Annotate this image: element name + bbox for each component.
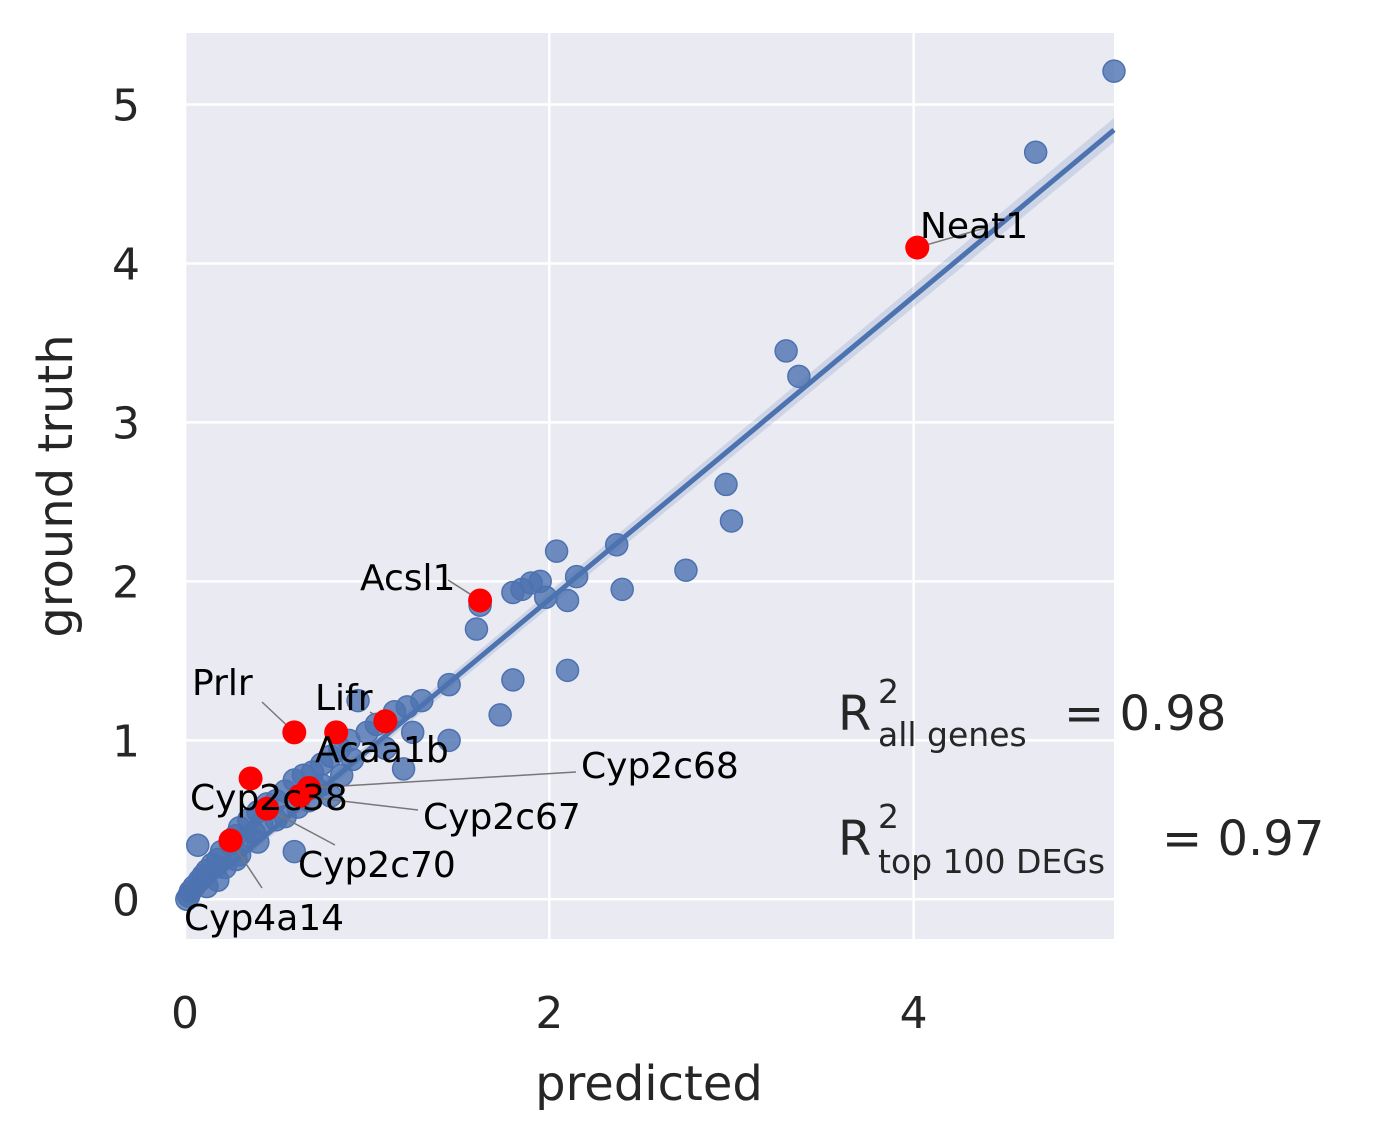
data-point [186,833,210,857]
data-point [501,668,525,692]
r2-all-subscript: all genes [878,715,1027,754]
data-point [391,757,416,781]
data-point [533,585,558,610]
gene-label: Acsl1 [360,558,455,599]
r2-top-superscript: 2 [878,797,899,836]
data-point [555,658,580,683]
x-axis-label: predicted [535,1056,763,1112]
highlight-point [905,235,930,260]
leader-line [299,795,419,811]
y-tick-label: 4 [112,239,140,290]
y-tick-label: 1 [112,716,140,767]
y-tick-label: 5 [112,81,140,132]
r2-top-symbol: R [838,811,871,867]
y-tick-label: 0 [112,875,140,926]
gene-label: Acaa1b [315,730,449,771]
highlight-point [287,783,312,808]
grid-lines [183,33,1114,939]
gene-label: Cyp2c38 [190,778,348,819]
data-point [714,472,738,497]
gene-label: Cyp2c70 [298,845,456,886]
highlight-point [373,709,398,734]
leader-line [266,808,336,846]
data-point [437,728,461,753]
data-point [1023,140,1048,164]
data-point [464,617,489,641]
highlight-point [238,766,263,791]
r2-top-value: = 0.97 [1162,811,1324,867]
y-axis-label: ground truth [28,334,84,637]
r2-all-genes: R 2 all genes = 0.98 [838,672,1226,754]
gene-label: Prlr [192,663,253,704]
gene-label: Cyp2c68 [581,746,739,787]
data-point [400,720,425,745]
data-point [501,580,525,605]
leader-line [308,771,577,789]
r2-all-superscript: 2 [878,672,899,711]
x-tick-label: 4 [900,988,928,1039]
r2-all-value: = 0.98 [1064,686,1226,742]
highlight-point [468,588,493,613]
gene-label: Cyp4a14 [184,898,344,939]
y-tick-label: 3 [112,398,140,449]
highlight-point [254,796,279,821]
data-point [1102,59,1126,83]
highlighted-points [218,235,930,853]
data-point [544,539,569,563]
data-point [787,364,811,389]
data-point [610,577,634,602]
regression-line [183,128,1116,905]
gene-label: Cyp2c67 [423,797,581,838]
x-tick-label: 2 [535,988,563,1039]
data-point [719,509,744,533]
data-point [488,703,512,727]
r2-top-subscript: top 100 DEGs [878,842,1105,881]
plot-background [185,33,1114,939]
regression-line-group [183,128,1116,905]
r2-top-degs: R 2 top 100 DEGs = 0.97 [838,797,1324,881]
r2-all-symbol: R [838,686,871,742]
tick-labels: 0 2 4 0 1 2 3 4 5 [112,81,928,1039]
gene-label: Neat1 [920,206,1028,247]
highlight-point [282,720,307,745]
gene-label: Lifr [315,678,373,719]
y-tick-label: 2 [112,557,140,608]
x-tick-label: 0 [171,988,199,1039]
highlight-point [218,828,243,853]
data-point [282,839,307,864]
data-point [674,558,698,582]
highlight-point [324,720,349,745]
data-point [774,339,798,363]
data-point [346,688,370,713]
